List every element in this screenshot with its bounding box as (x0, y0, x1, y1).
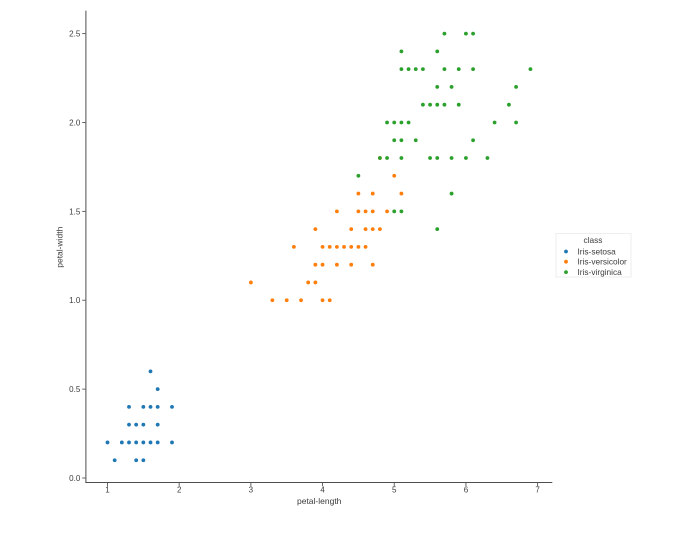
svg-text:5: 5 (392, 486, 397, 495)
svg-text:petal-length: petal-length (297, 496, 342, 506)
svg-text:1.5: 1.5 (69, 207, 81, 216)
svg-text:7: 7 (535, 486, 540, 495)
svg-text:2: 2 (177, 486, 182, 495)
svg-text:6: 6 (464, 486, 469, 495)
svg-text:Iris-setosa: Iris-setosa (578, 246, 617, 256)
svg-text:2.0: 2.0 (69, 118, 81, 127)
svg-text:4: 4 (320, 486, 325, 495)
svg-text:1: 1 (105, 486, 110, 495)
svg-text:3: 3 (249, 486, 254, 495)
svg-text:class: class (584, 235, 603, 245)
svg-text:petal-width: petal-width (55, 226, 65, 267)
svg-text:1.0: 1.0 (69, 296, 81, 305)
svg-text:2.5: 2.5 (69, 30, 81, 39)
svg-text:0.5: 0.5 (69, 385, 81, 394)
svg-text:Iris-versicolor: Iris-versicolor (578, 257, 628, 267)
svg-text:Iris-virginica: Iris-virginica (578, 267, 623, 277)
svg-text:0.0: 0.0 (69, 474, 81, 483)
